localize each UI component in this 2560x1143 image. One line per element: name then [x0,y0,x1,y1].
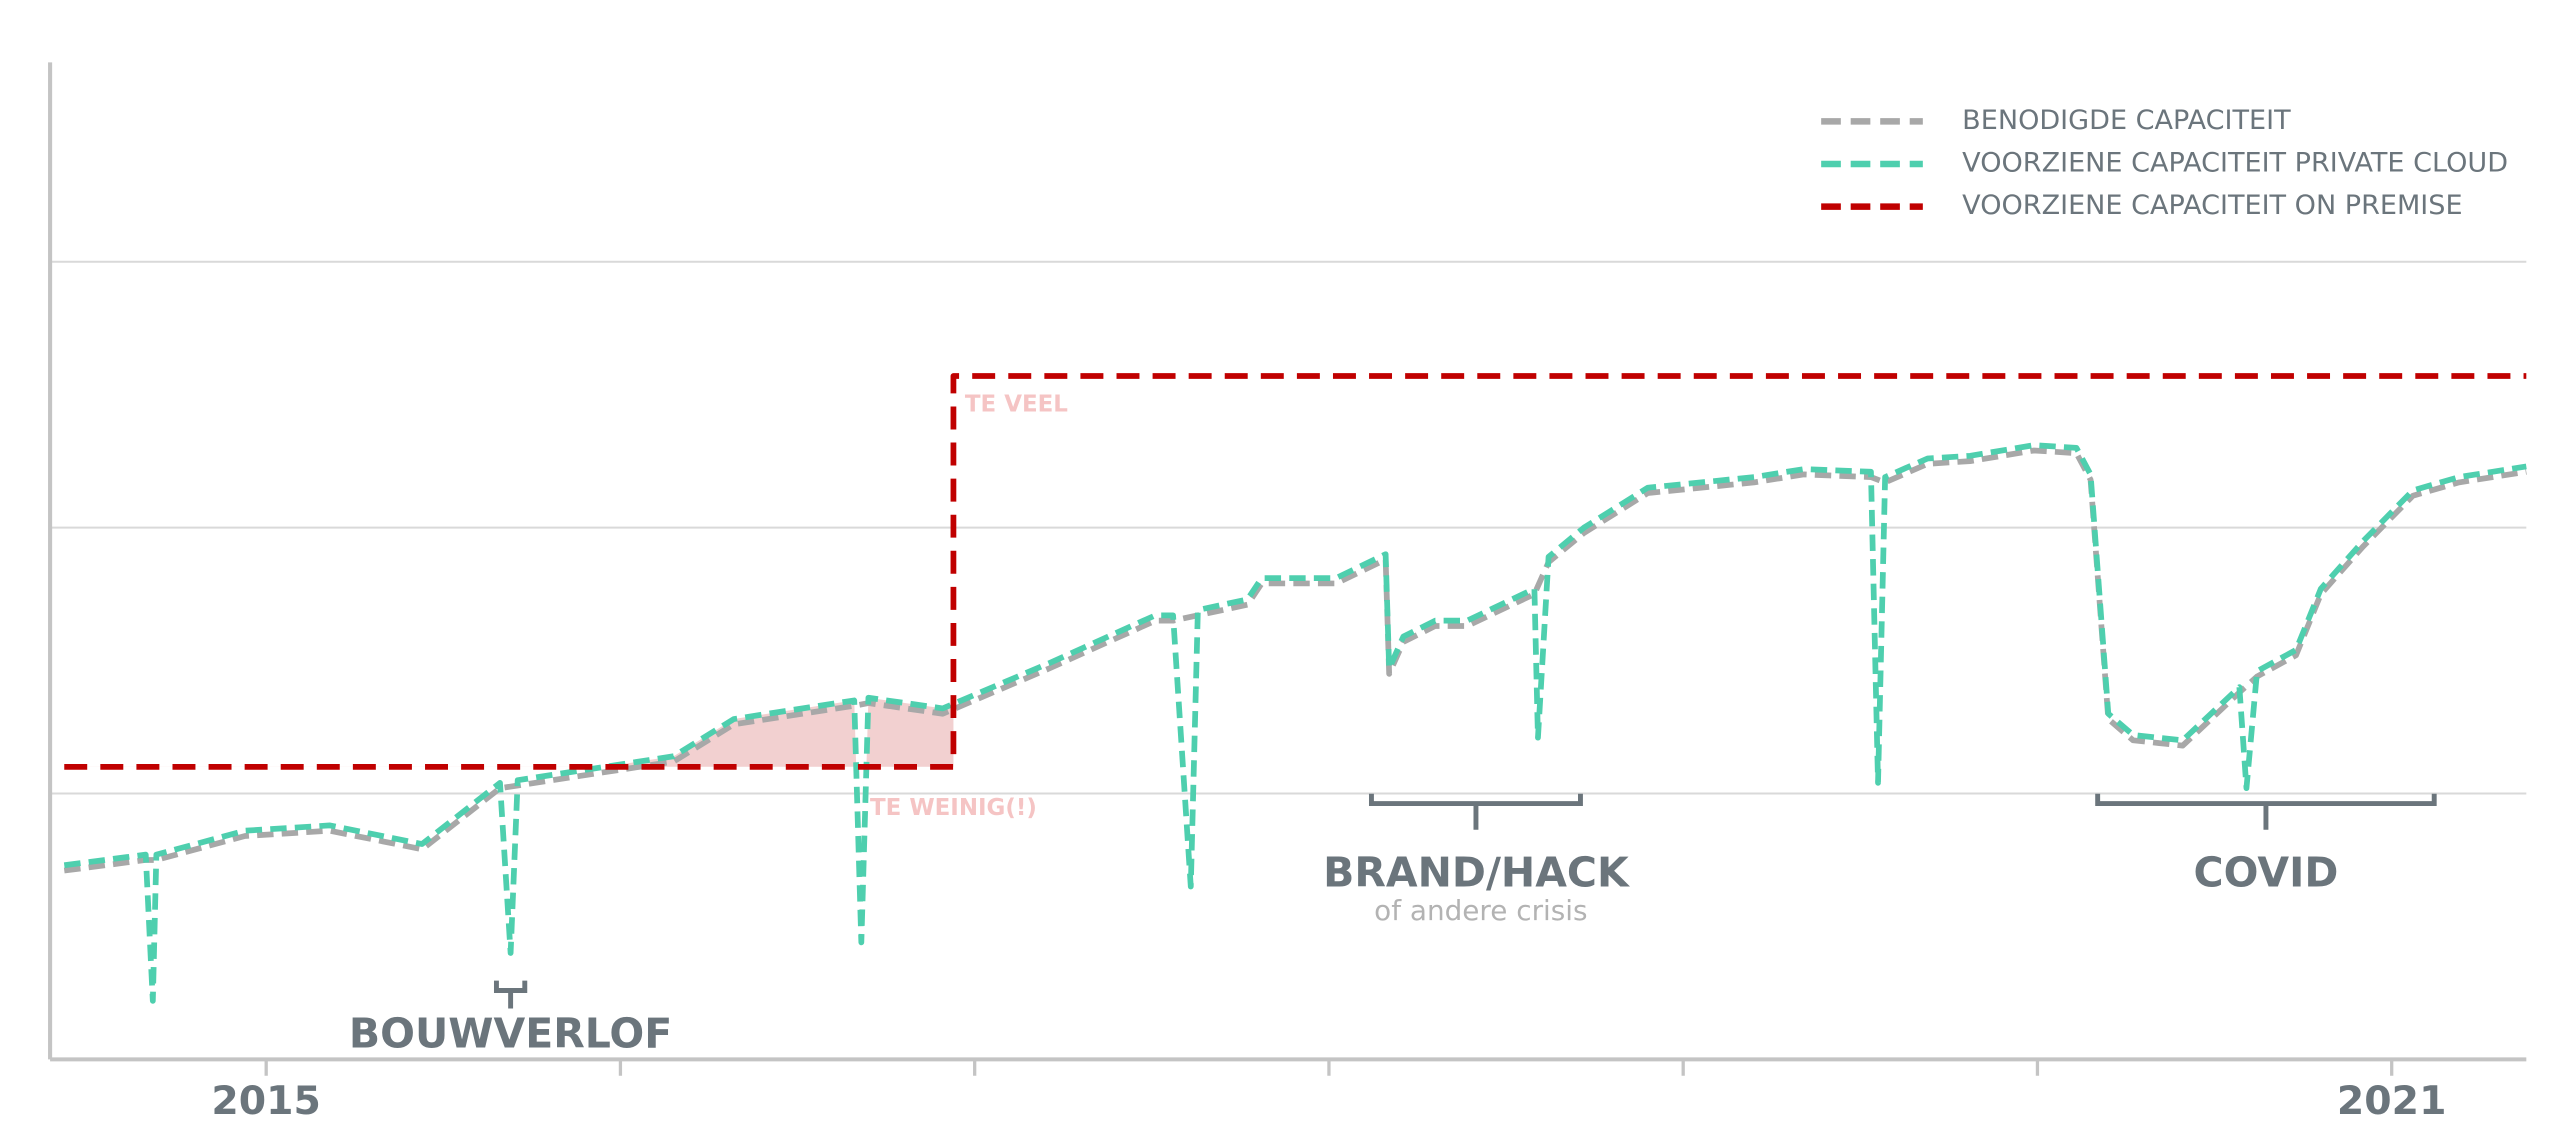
series-line [63,447,2527,874]
legend-label: VOORZIENE CAPACITEIT PRIVATE CLOUD [1962,147,2508,178]
note-text: TE WEINIG(!) [870,795,1037,821]
note-text: TE VEEL [965,392,1068,418]
x-tick-label: 2021 [2337,1078,2447,1124]
annotation-label: COVID [2194,849,2339,897]
bracket [2095,793,2437,830]
shortfall-area [64,697,954,767]
bracket [1368,793,1583,830]
annotation-label: BOUWVERLOF [349,1009,672,1057]
legend-label: VOORZIENE CAPACITEIT ON PREMISE [1962,190,2462,221]
series-line [63,442,2527,1004]
annotation-sublabel: of andere crisis [1374,894,1587,927]
x-tick-label: 2015 [211,1078,321,1124]
legend-label: BENODIGDE CAPACITEIT [1962,105,2291,136]
annotation-label: BRAND/HACK [1323,849,1630,897]
bracket [493,980,528,1009]
series-line [64,373,2527,770]
